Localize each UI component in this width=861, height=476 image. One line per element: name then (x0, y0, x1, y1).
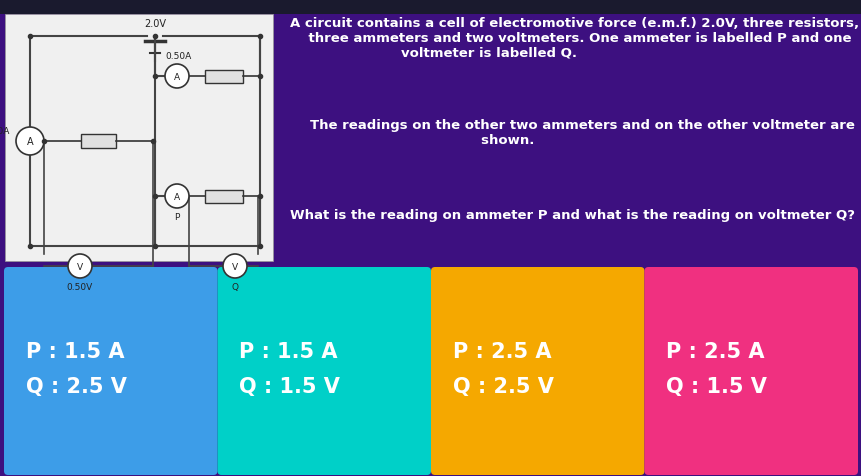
Text: 2.0V: 2.0V (144, 19, 166, 29)
Text: Q : 1.5 V: Q : 1.5 V (239, 376, 340, 396)
Text: The readings on the other two ammeters and on the other voltmeter are
          : The readings on the other two ammeters a… (310, 119, 854, 147)
Text: P: P (174, 213, 179, 221)
Text: What is the reading on ammeter P and what is the reading on voltmeter Q?: What is the reading on ammeter P and wha… (289, 208, 854, 221)
Bar (0, 0, 861, 15)
Text: 0.50A: 0.50A (165, 52, 192, 61)
Bar (81, 135, 116, 149)
FancyBboxPatch shape (217, 268, 430, 475)
Text: 0.50V: 0.50V (67, 282, 93, 291)
Circle shape (164, 65, 189, 89)
Text: P : 1.5 A: P : 1.5 A (239, 341, 338, 361)
Text: Q : 2.5 V: Q : 2.5 V (26, 376, 127, 396)
Circle shape (164, 185, 189, 208)
Text: A circuit contains a cell of electromotive force (e.m.f.) 2.0V, three resistors,: A circuit contains a cell of electromoti… (289, 17, 858, 60)
Text: V: V (232, 262, 238, 271)
Circle shape (16, 128, 44, 156)
Text: V: V (77, 262, 83, 271)
Text: P : 2.5 A: P : 2.5 A (666, 341, 764, 361)
FancyBboxPatch shape (644, 268, 857, 475)
Text: Q : 1.5 V: Q : 1.5 V (666, 376, 766, 396)
Circle shape (223, 255, 247, 278)
Circle shape (68, 255, 92, 278)
FancyBboxPatch shape (430, 268, 644, 475)
FancyBboxPatch shape (5, 15, 273, 261)
Text: A: A (27, 137, 34, 147)
Text: P : 2.5 A: P : 2.5 A (453, 341, 551, 361)
Text: 2.0A: 2.0A (0, 127, 10, 136)
Text: Q : 2.5 V: Q : 2.5 V (453, 376, 554, 396)
Bar (205, 190, 243, 203)
Bar (205, 70, 243, 83)
Text: Q: Q (232, 282, 238, 291)
FancyBboxPatch shape (4, 268, 217, 475)
Text: A: A (174, 72, 180, 81)
Text: P : 1.5 A: P : 1.5 A (26, 341, 124, 361)
Text: A: A (174, 192, 180, 201)
